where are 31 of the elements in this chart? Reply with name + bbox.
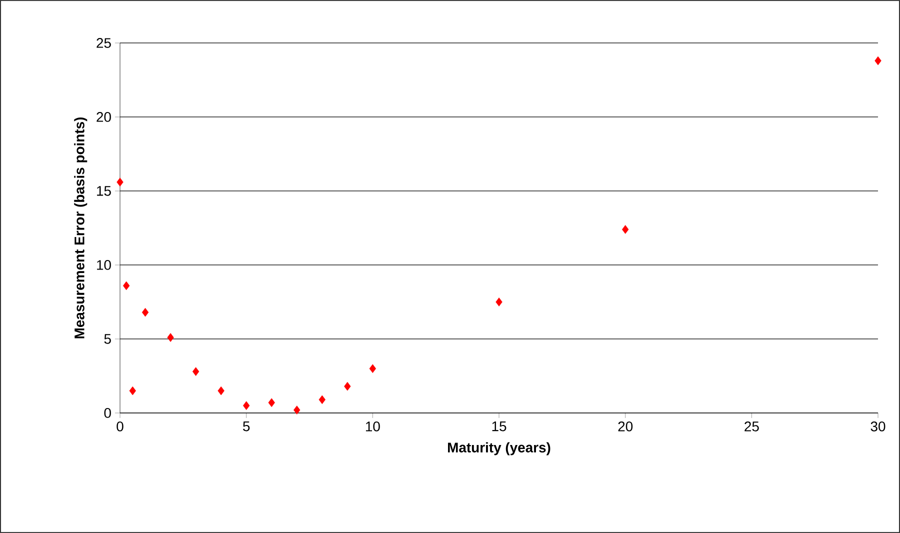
point [129, 386, 136, 396]
point [192, 367, 200, 376]
x-tick-label: 0 [116, 421, 124, 432]
point [874, 56, 882, 66]
y-tick-label: 25 [96, 38, 111, 48]
x-tick-label: 20 [618, 421, 633, 432]
y-tick-label: 10 [97, 260, 111, 270]
point [116, 178, 124, 187]
y-tick-label: 20 [96, 112, 111, 122]
point [369, 364, 376, 373]
y-tick-label: 0 [104, 408, 111, 418]
x-tick-label: 10 [366, 421, 380, 432]
point [294, 406, 300, 414]
point [218, 386, 224, 396]
y-tick-label: 15 [97, 186, 111, 196]
y-axis-title: Measurement Error (basis points) [74, 117, 88, 338]
point [142, 308, 149, 317]
point [622, 225, 629, 234]
point [167, 333, 174, 342]
x-tick-label: 25 [744, 421, 759, 432]
x-tick-label: 15 [492, 422, 506, 432]
point [496, 298, 502, 306]
point [268, 398, 275, 408]
point [122, 281, 130, 290]
point [344, 382, 351, 391]
y-tick-label: 5 [104, 334, 111, 344]
x-tick-label: 5 [243, 422, 250, 432]
point [318, 395, 326, 404]
x-tick-label: 30 [870, 421, 886, 432]
x-axis-title: Maturity (years) [448, 442, 550, 456]
point [242, 401, 250, 410]
